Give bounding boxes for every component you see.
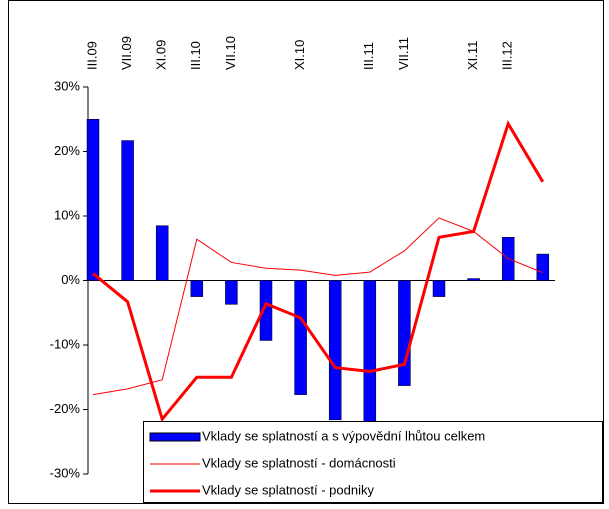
- legend-box: [143, 421, 603, 503]
- bar: [398, 280, 411, 386]
- y-tick-label: 30%: [54, 78, 80, 93]
- y-tick-label: -30%: [50, 465, 81, 480]
- bar: [259, 280, 273, 341]
- bar: [121, 140, 134, 281]
- x-tick-label: III.11: [361, 42, 376, 70]
- line: [92, 217, 543, 396]
- bar: [432, 280, 446, 297]
- line: [92, 120, 545, 423]
- bar: [294, 280, 307, 395]
- legend-swatch: [149, 432, 201, 442]
- y-tick-label: -10%: [50, 336, 81, 351]
- x-tick-label: VII.11: [396, 37, 411, 70]
- x-tick-label: XI.10: [292, 40, 307, 70]
- x-tick-label: III.12: [500, 41, 515, 70]
- legend-label: Vklady se splatností - domácnosti: [202, 455, 396, 470]
- bar: [86, 119, 100, 281]
- y-tick-label: 0%: [61, 272, 80, 287]
- y-tick-label: -20%: [50, 401, 81, 416]
- x-tick-label: III.10: [188, 41, 203, 70]
- bar: [225, 280, 238, 305]
- bar: [363, 280, 377, 423]
- x-tick-label: XI.09: [154, 40, 169, 70]
- y-tick-label: 20%: [54, 143, 80, 158]
- bar: [536, 253, 550, 281]
- x-tick-label: VII.10: [223, 36, 238, 70]
- x-tick-label: III.09: [84, 41, 99, 70]
- legend-label: Vklady se splatností a s výpovědní lhůto…: [202, 428, 485, 443]
- bar: [467, 278, 480, 281]
- legend-label: Vklady se splatností - podniky: [202, 482, 374, 497]
- bar: [155, 225, 169, 281]
- bar: [190, 280, 204, 297]
- x-tick-label: XI.11: [465, 41, 480, 70]
- y-tick-label: 10%: [54, 207, 80, 222]
- x-tick-label: VII.09: [119, 36, 134, 70]
- bar: [328, 280, 342, 421]
